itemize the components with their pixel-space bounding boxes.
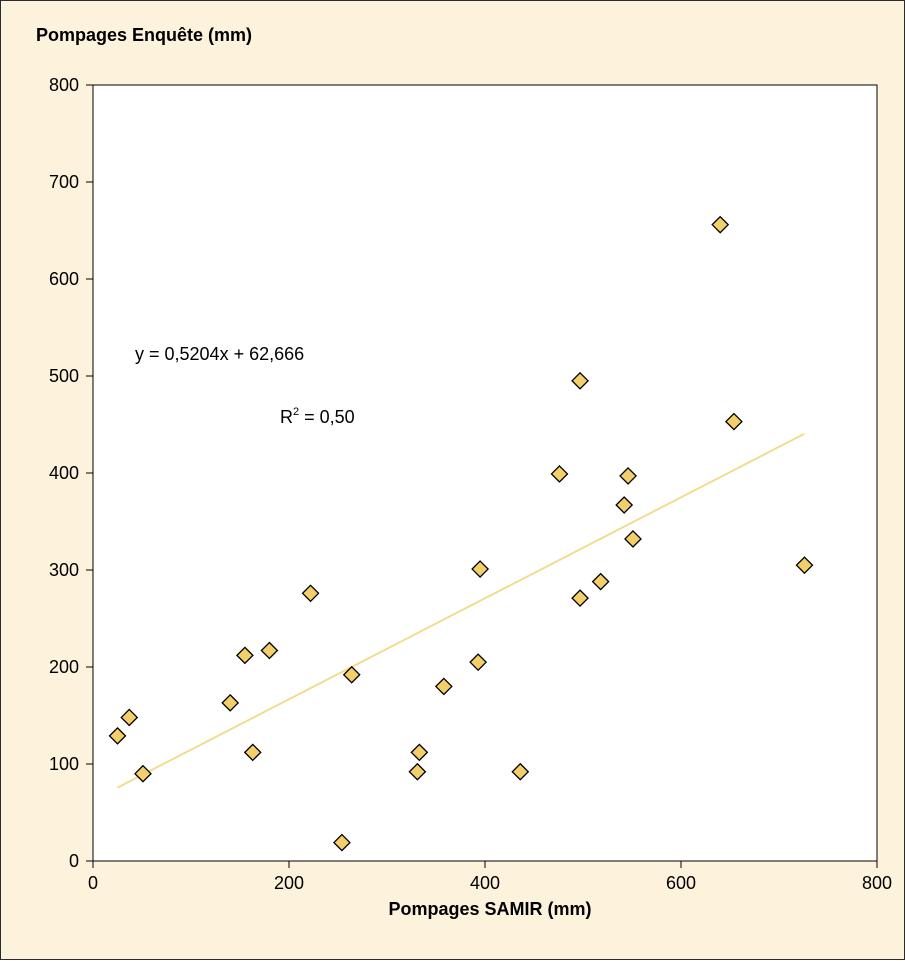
x-axis: 0 200 400 600 800 (88, 861, 892, 893)
r-squared-label: R2 = 0,50 (280, 406, 355, 427)
y-tick-label: 300 (49, 560, 79, 580)
y-tick-label: 600 (49, 269, 79, 289)
x-tick-label: 800 (862, 873, 892, 893)
x-axis-title: Pompages SAMIR (mm) (388, 899, 591, 919)
y-tick-label: 500 (49, 366, 79, 386)
y-tick-label: 100 (49, 754, 79, 774)
r-squared-value: = 0,50 (299, 407, 355, 427)
y-tick-label: 700 (49, 172, 79, 192)
y-tick-label: 0 (69, 851, 79, 871)
x-tick-label: 400 (470, 873, 500, 893)
y-axis: 0 100 200 300 400 500 600 700 800 (49, 75, 93, 871)
plot-area (93, 85, 877, 861)
x-tick-label: 200 (274, 873, 304, 893)
y-axis-title: Pompages Enquête (mm) (36, 25, 252, 45)
y-tick-label: 800 (49, 75, 79, 95)
x-tick-label: 600 (666, 873, 696, 893)
y-tick-label: 400 (49, 463, 79, 483)
x-tick-label: 0 (88, 873, 98, 893)
y-tick-label: 200 (49, 657, 79, 677)
equation-label: y = 0,5204x + 62,666 (135, 344, 304, 364)
r-squared-prefix: R (280, 407, 293, 427)
